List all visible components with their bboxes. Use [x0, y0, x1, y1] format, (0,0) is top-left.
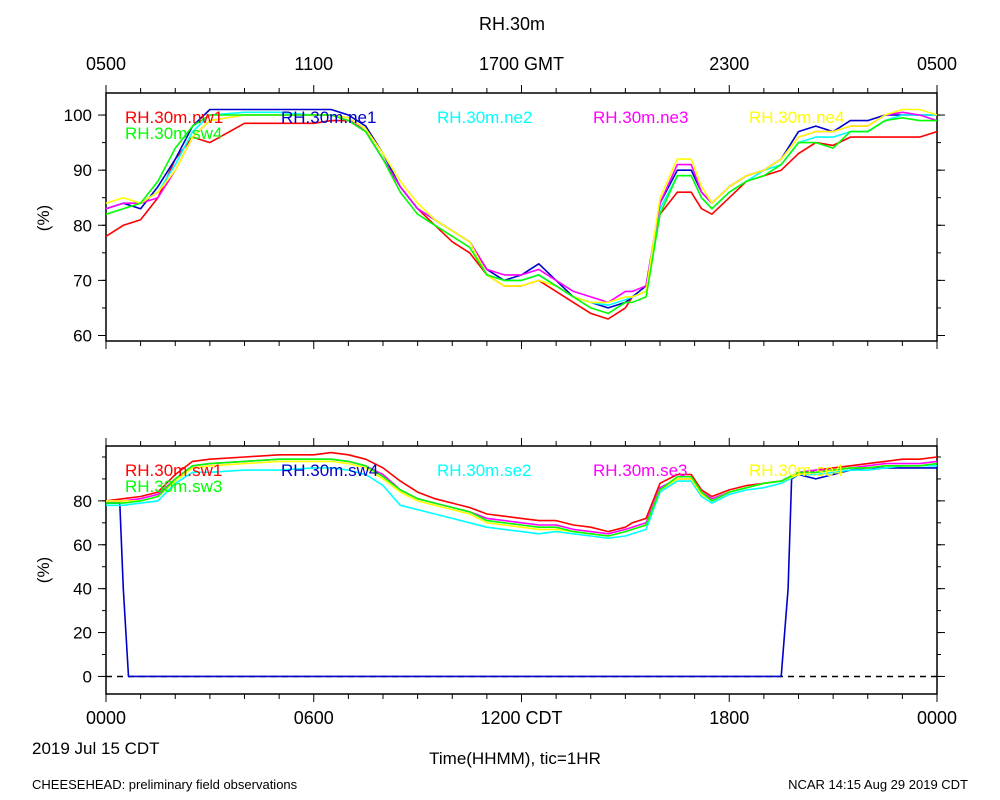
legend-entry-RH-30m-sw3: RH.30m.sw3	[125, 477, 222, 496]
top-axis-tick-label: 0500	[917, 54, 957, 74]
bottom-axis-tick-label: 0000	[917, 708, 957, 728]
legend-entry-RH-30m-sw4: RH.30m.sw4	[281, 461, 378, 480]
top-axis-tick-label: 1700 GMT	[479, 54, 564, 74]
bottom-y-axis-label: (%)	[34, 557, 53, 583]
top-y-tick-label: 80	[73, 216, 92, 235]
date-label: 2019 Jul 15 CDT	[32, 739, 160, 758]
legend-entry-RH-30m-nw1: RH.30m.nw1	[125, 108, 223, 127]
legend-entry-RH-30m-se2: RH.30m.se2	[437, 461, 531, 480]
top-panel: 60 70 80 90 100 0500 1100 1700 GMT 2300 0500 RH.30…	[64, 54, 957, 349]
legend-entry-RH-30m-ne3: RH.30m.ne3	[593, 108, 688, 127]
legend-entry-RH-30m-sw1: RH.30m.sw1	[125, 461, 222, 480]
series-line-RH-30m-nw1	[105, 119, 938, 320]
series-line-RH-30m-sw4	[105, 114, 937, 315]
bottom-plot-frame	[105, 445, 938, 695]
bottom-y-tick-label: 20	[73, 624, 92, 643]
series-line-RH-30m-sw4	[106, 467, 937, 678]
bottom-axis-tick-label: 0600	[294, 708, 334, 728]
bottom-y-tick-label: 0	[83, 667, 92, 686]
series-line-RH-30m-se4	[106, 460, 938, 537]
x-axis-label: Time(HHMM), tic=1HR	[429, 749, 601, 768]
legend-entry-RH-30m-se3: RH.30m.se3	[593, 461, 687, 480]
top-axis-tick-label: 2300	[709, 54, 749, 74]
legend-entry-RH-30m-sw4: RH.30m.sw4	[125, 124, 222, 143]
bottom-y-tick-label: 40	[73, 580, 92, 599]
footer-right-note: NCAR 14:15 Aug 29 2019 CDT	[788, 777, 968, 792]
bottom-axis-tick-label: 1200 CDT	[480, 708, 562, 728]
top-y-tick-label: 70	[73, 271, 92, 290]
legend-entry-RH-30m-se4: RH.30m.se4	[749, 461, 843, 480]
top-axis-tick-label: 0500	[86, 54, 126, 74]
top-y-tick-label: 60	[73, 326, 92, 345]
series-line-RH-30m-sw3	[106, 458, 938, 537]
bottom-axis-tick-label: 0000	[86, 708, 126, 728]
series-line-RH-30m-ne1	[105, 108, 937, 309]
footer-left-note: CHEESEHEAD: preliminary field observatio…	[32, 777, 298, 792]
bottom-axis-tick-label: 1800	[709, 708, 749, 728]
legend-entry-RH-30m-ne4: RH.30m.ne4	[749, 108, 844, 127]
top-y-tick-label: 100	[64, 106, 92, 125]
chart-title: RH.30m	[479, 14, 545, 34]
top-y-tick-label: 90	[73, 161, 92, 180]
top-y-axis-label: (%)	[34, 205, 53, 231]
bottom-y-tick-label: 60	[73, 536, 92, 555]
bottom-y-tick-label: 80	[73, 492, 92, 511]
bottom-panel: 0 20 40 60 80 0000 0600 1200 CDT 1800 0000 RH.30m.…	[73, 438, 957, 728]
legend-entry-RH-30m-ne1: RH.30m.ne1	[281, 108, 376, 127]
top-axis-tick-label: 1100	[294, 54, 333, 74]
series-line-RH-30m-ne3	[105, 111, 938, 304]
legend-entry-RH-30m-ne2: RH.30m.ne2	[437, 108, 532, 127]
series-line-RH-30m-ne2	[105, 111, 937, 307]
